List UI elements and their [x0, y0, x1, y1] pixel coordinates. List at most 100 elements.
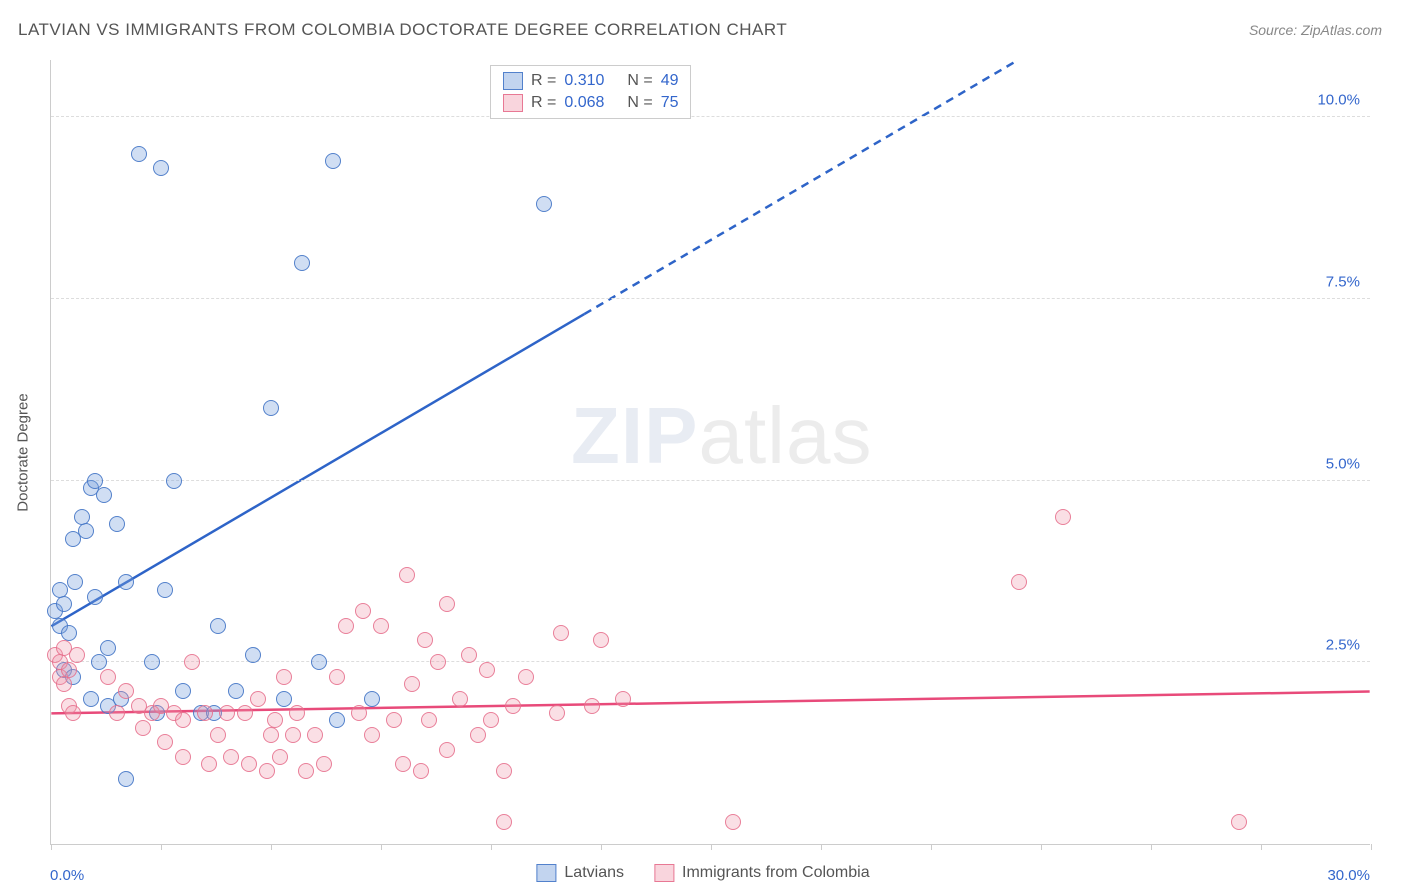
data-point [157, 582, 173, 598]
data-point [263, 727, 279, 743]
data-point [118, 574, 134, 590]
data-point [61, 662, 77, 678]
data-point [100, 669, 116, 685]
data-point [272, 749, 288, 765]
watermark-main: ZIP [571, 391, 698, 480]
data-point [479, 662, 495, 678]
x-axis-min-label: 0.0% [50, 867, 84, 884]
data-point [364, 691, 380, 707]
x-tick [271, 844, 272, 850]
data-point [413, 763, 429, 779]
data-point [276, 691, 292, 707]
x-tick [821, 844, 822, 850]
x-tick [1371, 844, 1372, 850]
data-point [52, 582, 68, 598]
data-point [135, 720, 151, 736]
data-point [421, 712, 437, 728]
data-point [496, 814, 512, 830]
y-tick-label: 2.5% [1326, 637, 1360, 654]
x-tick [161, 844, 162, 850]
data-point [325, 153, 341, 169]
data-point [197, 705, 213, 721]
y-tick-label: 7.5% [1326, 273, 1360, 290]
data-point [91, 654, 107, 670]
data-point [259, 763, 275, 779]
data-point [223, 749, 239, 765]
data-point [536, 196, 552, 212]
x-tick [601, 844, 602, 850]
data-point [329, 712, 345, 728]
data-point [118, 683, 134, 699]
legend-swatch [654, 864, 674, 882]
data-point [109, 516, 125, 532]
y-axis-label-container: Doctorate Degree [8, 60, 38, 845]
data-point [267, 712, 283, 728]
data-point [175, 683, 191, 699]
data-point [294, 255, 310, 271]
data-point [725, 814, 741, 830]
data-point [417, 632, 433, 648]
data-point [439, 596, 455, 612]
data-point [289, 705, 305, 721]
data-point [67, 574, 83, 590]
data-point [364, 727, 380, 743]
data-point [175, 712, 191, 728]
data-point [96, 487, 112, 503]
data-point [549, 705, 565, 721]
legend-swatch [503, 94, 523, 112]
data-point [83, 691, 99, 707]
data-point [439, 742, 455, 758]
series-legend: Latvians Immigrants from Colombia [536, 864, 869, 882]
data-point [56, 676, 72, 692]
data-point [175, 749, 191, 765]
legend-r-label: R = [531, 94, 556, 112]
x-tick [711, 844, 712, 850]
data-point [430, 654, 446, 670]
data-point [184, 654, 200, 670]
data-point [395, 756, 411, 772]
legend-r-value: 0.310 [564, 72, 619, 90]
data-point [518, 669, 534, 685]
legend-label: Latvians [564, 864, 624, 882]
data-point [373, 618, 389, 634]
data-point [1011, 574, 1027, 590]
data-point [166, 473, 182, 489]
data-point [355, 603, 371, 619]
data-point [144, 654, 160, 670]
data-point [109, 705, 125, 721]
data-point [210, 727, 226, 743]
legend-label: Immigrants from Colombia [682, 864, 870, 882]
data-point [245, 647, 261, 663]
data-point [241, 756, 257, 772]
data-point [201, 756, 217, 772]
legend-n-label: N = [627, 72, 652, 90]
x-tick [1151, 844, 1152, 850]
legend-r-value: 0.068 [564, 94, 619, 112]
legend-n-value: 75 [661, 94, 679, 112]
data-point [157, 734, 173, 750]
x-axis-max-label: 30.0% [1327, 867, 1370, 884]
chart-title: LATVIAN VS IMMIGRANTS FROM COLOMBIA DOCT… [18, 20, 787, 40]
data-point [228, 683, 244, 699]
data-point [386, 712, 402, 728]
data-point [399, 567, 415, 583]
data-point [100, 640, 116, 656]
data-point [615, 691, 631, 707]
x-tick [1041, 844, 1042, 850]
x-tick [491, 844, 492, 850]
legend-n-value: 49 [661, 72, 679, 90]
legend-item: Immigrants from Colombia [654, 864, 870, 882]
data-point [452, 691, 468, 707]
data-point [338, 618, 354, 634]
data-point [461, 647, 477, 663]
data-point [65, 705, 81, 721]
x-tick [931, 844, 932, 850]
data-point [351, 705, 367, 721]
watermark-tail: atlas [698, 391, 872, 480]
data-point [250, 691, 266, 707]
legend-swatch [536, 864, 556, 882]
data-point [87, 473, 103, 489]
data-point [1231, 814, 1247, 830]
data-point [298, 763, 314, 779]
y-axis-label: Doctorate Degree [15, 393, 32, 511]
